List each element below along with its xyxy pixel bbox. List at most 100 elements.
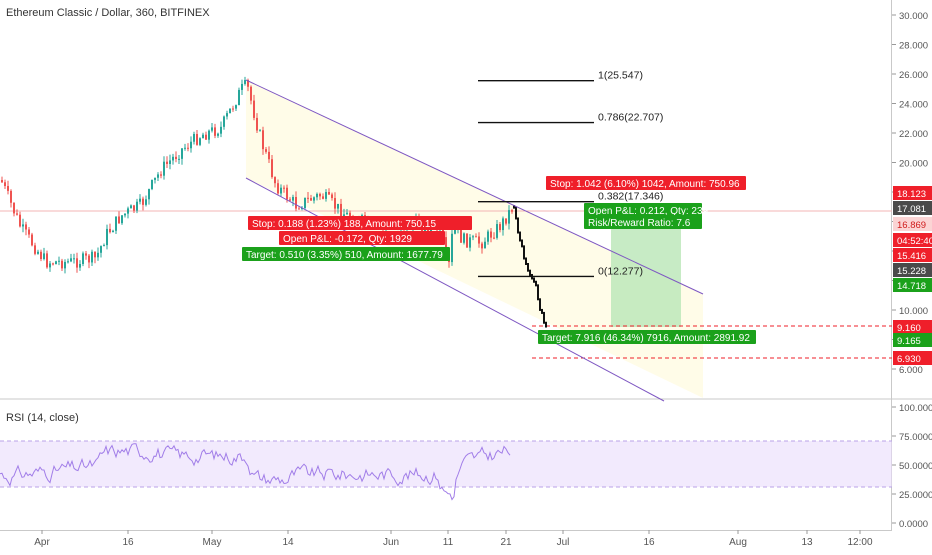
candle — [73, 258, 75, 260]
candle — [124, 213, 126, 216]
drop-candle — [539, 298, 541, 311]
candle — [481, 243, 483, 249]
trade-label-box — [584, 203, 702, 217]
candle — [13, 202, 15, 214]
candle — [142, 198, 144, 205]
price-badges: 18.123 17.081 16.869 04:52:40 15.416 15.228 14… — [893, 186, 932, 365]
candle — [223, 116, 225, 127]
time-tick-label: 21 — [500, 537, 512, 548]
trade-label-text: Target: 7.916 (46.34%) 7916, Amount: 289… — [542, 333, 750, 344]
candle — [214, 127, 216, 136]
candle — [292, 196, 294, 201]
time-tick-label: May — [203, 537, 222, 548]
time-tick-label: 13 — [801, 537, 813, 548]
drop-candle — [541, 308, 543, 314]
drop-candle — [517, 217, 519, 234]
price-badge-text: 6.930 — [897, 354, 921, 365]
rsi-title: RSI (14, close) — [6, 412, 79, 424]
candle — [106, 228, 108, 246]
time-tick-label: Aug — [729, 537, 747, 548]
price-badge — [893, 233, 932, 247]
candle — [163, 161, 165, 176]
price-badge-text: 9.165 — [897, 336, 921, 347]
candle — [7, 186, 9, 191]
drop-candle — [525, 257, 527, 266]
price-badge — [893, 263, 932, 277]
candle — [190, 141, 192, 149]
drop-candles-group — [513, 205, 547, 328]
candle — [181, 148, 183, 159]
trade-label-text: Stop: 1.042 (6.10%) 1042, Amount: 750.96 — [550, 179, 740, 190]
candle — [310, 198, 312, 201]
trade-label-text: Open P&L: -0.172, Qty: 1929 — [283, 234, 412, 245]
price-badge-text: 17.081 — [897, 204, 926, 215]
time-axis: Apr 16 May 14 Jun 11 21 Jul 16 Aug 13 12:00 — [34, 530, 873, 548]
candle — [241, 83, 243, 90]
drop-candle — [521, 239, 523, 248]
candle — [286, 187, 288, 200]
candle — [454, 228, 456, 234]
candle — [277, 183, 279, 194]
rsi-tick-label: 50.0000 — [899, 461, 932, 472]
candle — [319, 193, 321, 197]
candle — [304, 197, 306, 209]
candle — [295, 196, 297, 209]
candle — [43, 253, 45, 260]
time-tick-label: 14 — [282, 537, 294, 548]
channel-lines — [245, 79, 704, 402]
candle — [346, 212, 348, 215]
candle — [22, 224, 24, 227]
candle — [334, 198, 336, 209]
price-badge-text: 04:52:40 — [897, 236, 932, 247]
candle — [196, 133, 198, 145]
time-tick-label: 12:00 — [847, 537, 872, 548]
candle — [466, 233, 468, 248]
candle — [208, 130, 210, 140]
drop-candle — [513, 205, 515, 209]
candle — [130, 205, 132, 209]
candle — [247, 80, 249, 87]
candle — [157, 174, 159, 178]
fib-levels: 1(25.547) 0.786(22.707) 0.382(17.346) 0(12.… — [478, 70, 663, 277]
trade-label-text: Risk/Reward Ratio: 7.6 — [588, 218, 691, 229]
trade-label-box — [538, 330, 756, 344]
candle — [49, 263, 51, 268]
candle — [280, 187, 282, 194]
price-tick-label: 30.000 — [899, 11, 928, 22]
trade-label-box — [248, 216, 472, 230]
channel-lower — [245, 177, 665, 402]
candle — [472, 236, 474, 238]
candle — [331, 194, 333, 199]
candle — [103, 245, 105, 247]
drop-candle — [527, 263, 529, 272]
candle — [118, 216, 120, 224]
candle — [19, 214, 21, 227]
candle — [175, 156, 177, 160]
drop-candle — [535, 280, 537, 287]
price-badge-text: 9.160 — [897, 323, 921, 334]
candle — [340, 203, 342, 218]
candle — [505, 218, 507, 224]
candle — [262, 130, 264, 150]
candle — [307, 197, 309, 199]
candle — [226, 113, 228, 117]
price-badge-text: 14.718 — [897, 281, 926, 292]
rsi-line — [0, 443, 511, 501]
rsi-tick-label: 75.0000 — [899, 432, 932, 443]
time-tick-label: Jul — [557, 537, 570, 548]
long-target-zone — [611, 228, 681, 327]
drop-candle — [529, 269, 531, 276]
candle — [127, 208, 129, 214]
candle — [460, 228, 462, 243]
drop-candle — [533, 277, 535, 283]
candle — [502, 218, 504, 231]
candle — [64, 261, 66, 269]
price-tick-label: 26.000 — [899, 70, 928, 81]
candle — [301, 208, 303, 210]
time-tick-label: 11 — [443, 537, 454, 548]
candle — [235, 105, 237, 109]
candle — [322, 196, 324, 199]
price-badge — [893, 217, 932, 231]
